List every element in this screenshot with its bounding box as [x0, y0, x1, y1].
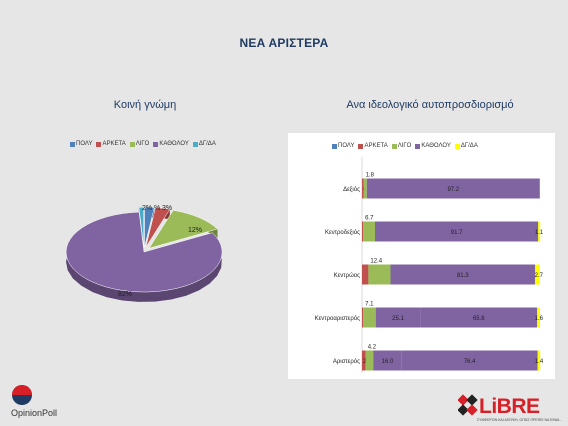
bar-data-label: 12.4	[370, 259, 382, 265]
bar-segment	[537, 307, 540, 328]
bar-legend-swatch	[391, 143, 397, 149]
bar-legend-item: ΚΑΘΟΛΟΥ	[415, 143, 451, 149]
pie-legend-label: ΑΡΚΕΤΑ	[102, 141, 126, 147]
bar-segment	[368, 264, 391, 285]
pie-data-label: 82%	[118, 291, 132, 298]
bar-data-label: 1.4	[535, 359, 544, 365]
category-label: Κεντρώος	[334, 273, 360, 279]
pie-data-label: %	[154, 205, 160, 212]
libre-logo-text: LiBRE	[479, 395, 540, 418]
pie-legend-item: ΔΓ/ΔΑ	[192, 141, 216, 147]
category-label: Κεντροδεξιός	[325, 229, 360, 236]
pie-legend-item: ΛΙΓΟ	[129, 141, 150, 147]
bar-segment	[362, 264, 369, 285]
bar-legend-label: ΛΙΓΟ	[397, 143, 412, 149]
bar-data-label: 25.1	[392, 316, 404, 322]
bar-segment	[538, 221, 541, 242]
bar-data-label: 1.1	[535, 230, 544, 236]
bar-segment	[363, 178, 367, 199]
bar-segment	[373, 350, 402, 371]
pie-slice	[65, 211, 223, 293]
bar-data-label: 1.6	[535, 316, 544, 322]
bar-legend-label: ΔΓ/ΔΑ	[460, 143, 478, 149]
bar-segment	[366, 178, 540, 199]
bar-legend-label: ΚΑΘΟΛΟΥ	[421, 143, 451, 149]
pie-legend-label: ΔΓ/ΔΑ	[198, 141, 216, 147]
bar-legend-swatch	[358, 143, 364, 149]
pie-legend-label: ΠΟΛΥ	[76, 141, 93, 147]
bar-segment	[390, 264, 536, 285]
pie-slice	[145, 207, 171, 248]
bar-legend-swatch	[454, 143, 460, 149]
bar-segment	[365, 350, 374, 371]
pie-data-label: 3%	[162, 205, 172, 212]
bar-data-label: 76.4	[464, 359, 476, 365]
bar-segment	[362, 221, 364, 242]
bar-legend-item: ΛΙΓΟ	[391, 143, 412, 149]
bar-legend-swatch	[332, 143, 337, 149]
opinionpoll-logo-text: OpinionPoll	[11, 408, 58, 418]
bar-data-label: 7.1	[365, 302, 374, 308]
pie-legend-label: ΚΑΘΟΛΟΥ	[159, 141, 189, 147]
bar-legend-label: ΠΟΛΥ	[338, 143, 355, 149]
pie-legend-swatch	[129, 141, 135, 147]
bar-segment	[420, 307, 538, 328]
pie-legend-item: ΚΑΘΟΛΟΥ	[153, 141, 189, 147]
bar-segment	[535, 264, 540, 285]
bar-segment	[362, 350, 366, 371]
pie-legend-swatch	[153, 141, 159, 147]
bar-data-label: 81.3	[457, 273, 469, 279]
pie-legend-swatch	[192, 141, 198, 147]
bar-chart-title: Ανα ιδεολογικό αυτοπροσδιορισμό	[346, 99, 514, 111]
bar-data-label: 91.7	[451, 230, 463, 236]
pie-legend-item: ΠΟΛΥ	[70, 141, 92, 147]
bar-legend: ΠΟΛΥ ΑΡΚΕΤΑ ΛΙΓΟ ΚΑΘΟΛΟΥ ΔΓ/ΔΑ	[332, 143, 478, 149]
pie-legend-label: ΛΙΓΟ	[135, 141, 150, 147]
bar-legend-label: ΑΡΚΕΤΑ	[364, 143, 388, 149]
bar-segment	[537, 350, 541, 371]
pie-slice	[144, 206, 155, 248]
bar-data-label: 2.7	[535, 273, 544, 279]
bar-data-label: 65.6	[473, 316, 485, 322]
pie-legend-swatch	[70, 141, 75, 147]
bar-data-label: 1.8	[366, 173, 375, 179]
bar-data-label: 16.0	[382, 359, 394, 365]
bar-segment	[363, 307, 376, 328]
opinionpoll-logo-icon	[12, 385, 32, 405]
bar-legend-swatch	[415, 143, 421, 149]
pie-chart: 2%% 3% 12% 82%	[65, 205, 223, 302]
pie-slice	[138, 206, 144, 248]
bar-segment	[375, 221, 539, 242]
bar-segment	[375, 307, 421, 328]
pie-data-label: 2%	[142, 205, 152, 212]
libre-tagline: ΣΥΜΦΕΡΟΝ ΚΑΙ ΑΠΟΨΗ, ΟΠΩΣ ΠΡΕΠΕΙ ΝΑ ΕΙΝΑΙ…	[477, 418, 563, 422]
libre-logo-icon	[458, 394, 478, 416]
bar-data-label: 4.2	[368, 345, 377, 351]
pie-slice	[148, 210, 218, 249]
pie-data-label: 12%	[188, 227, 202, 234]
category-label: Κεντροαριστερός	[315, 315, 361, 322]
category-label: Αριστερός	[333, 358, 360, 365]
bar-segment	[401, 350, 538, 371]
pie-legend: ΠΟΛΥ ΑΡΚΕΤΑ ΛΙΓΟ ΚΑΘΟΛΟΥ ΔΓ/ΔΑ	[70, 141, 270, 147]
category-label: Δεξιός	[343, 186, 360, 193]
pie-chart-title: Κοινή γνώμη	[113, 99, 177, 111]
bar-data-label: 97.2	[447, 187, 459, 193]
bar-segment	[362, 307, 364, 328]
bar-segment	[363, 221, 375, 242]
bar-data-label: 6.7	[365, 216, 374, 222]
bar-segment	[362, 178, 364, 199]
page-title: ΝΕΑ ΑΡΙΣΤΕΡΑ	[239, 36, 329, 50]
stacked-bar-chart: Δεξιός0.91.897.2Κεντροδεξιός0.66.791.71.…	[315, 157, 544, 373]
bar-legend-item: ΠΟΛΥ	[332, 143, 354, 149]
pie-legend-swatch	[96, 141, 102, 147]
pie-legend-item: ΑΡΚΕΤΑ	[96, 141, 126, 147]
bar-legend-item: ΑΡΚΕΤΑ	[358, 143, 388, 149]
bar-legend-item: ΔΓ/ΔΑ	[454, 143, 478, 149]
